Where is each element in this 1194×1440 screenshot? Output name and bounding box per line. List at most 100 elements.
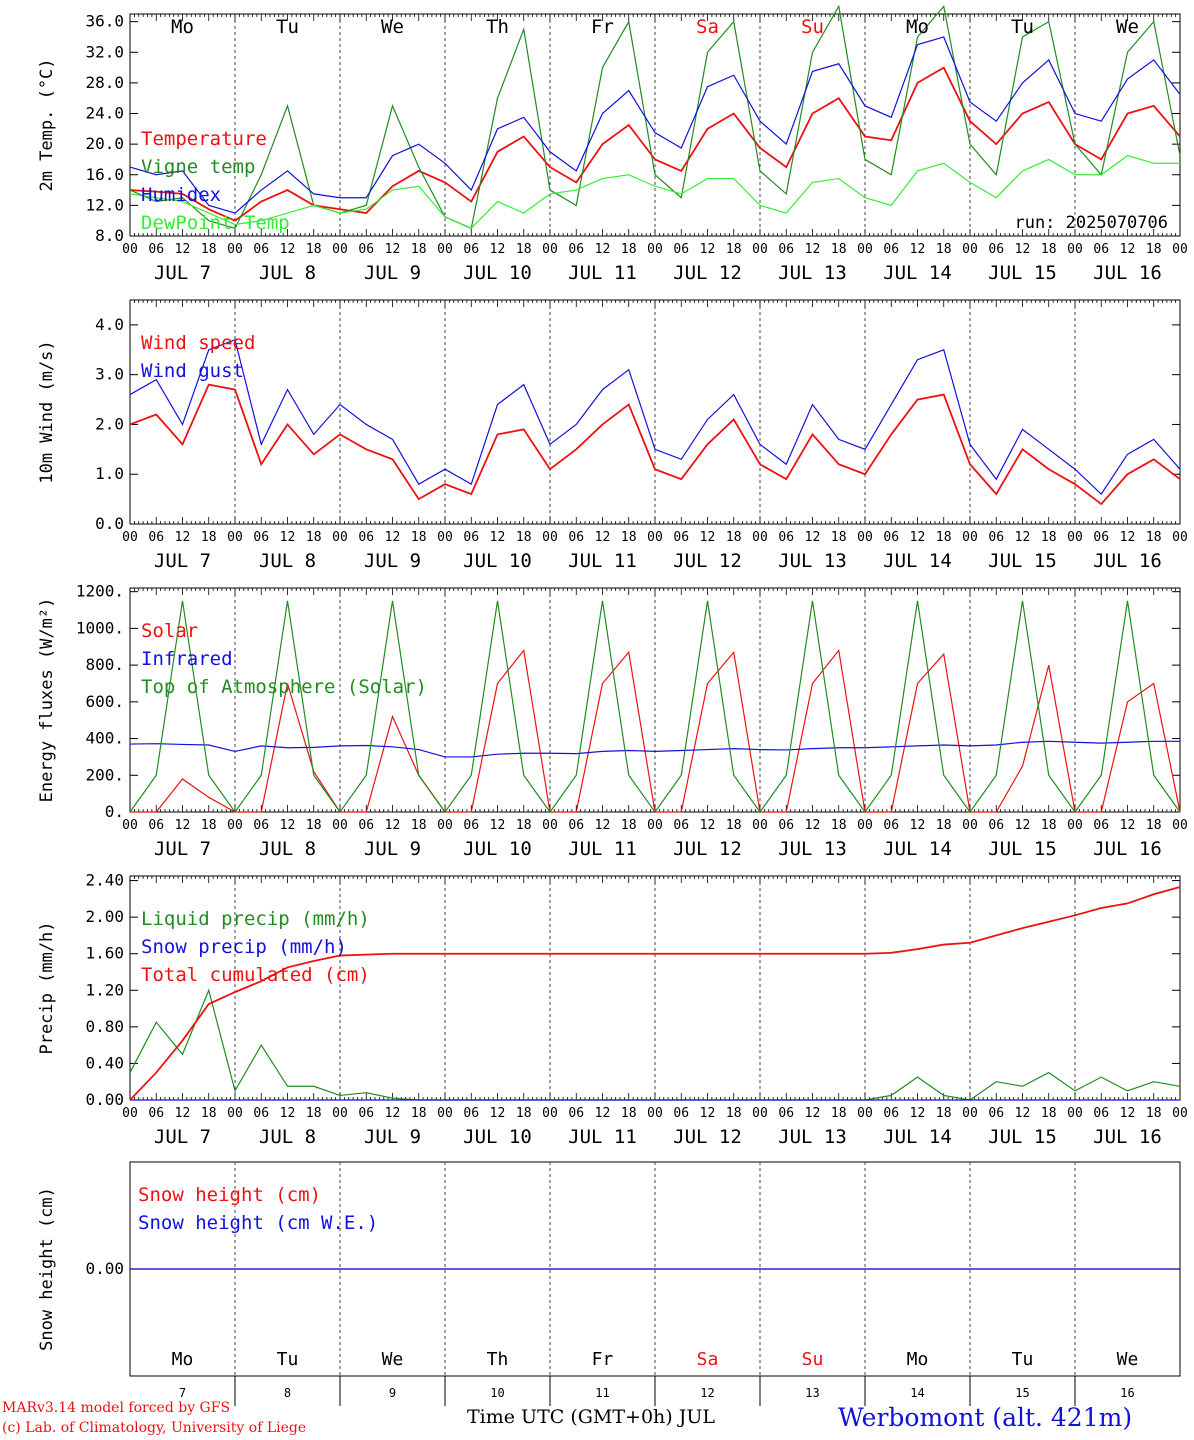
weekday-label: We — [1117, 1349, 1139, 1370]
hour-tick-label: 06 — [148, 242, 164, 257]
hour-tick-label: 00 — [647, 530, 663, 545]
hour-tick-label: 18 — [411, 818, 427, 833]
hour-tick-label: 18 — [1146, 242, 1162, 257]
lab-credit: (c) Lab. of Climatology, University of L… — [2, 1420, 307, 1436]
hour-tick-label: 06 — [673, 242, 689, 257]
y-tick-label: 0.00 — [85, 1259, 124, 1278]
date-label: JUL 15 — [988, 262, 1057, 284]
y-tick-label: 28.0 — [85, 73, 124, 92]
y-tick-label: 1000. — [76, 618, 124, 637]
hour-tick-label: 12 — [385, 530, 401, 545]
hour-tick-label: 18 — [306, 530, 322, 545]
day-number-label: 12 — [700, 1386, 714, 1400]
hour-tick-label: 12 — [280, 818, 296, 833]
panel-frame-2 — [129, 299, 1181, 525]
hour-tick-label: 00 — [122, 1106, 138, 1121]
hour-tick-label: 18 — [621, 818, 637, 833]
hour-tick-label: 00 — [332, 818, 348, 833]
y-tick-label: 0. — [105, 802, 124, 821]
hour-tick-label: 12 — [385, 1106, 401, 1121]
hour-tick-label: 12 — [1015, 530, 1031, 545]
hour-tick-label: 00 — [227, 818, 243, 833]
hour-tick-label: 12 — [490, 818, 506, 833]
date-label: JUL 13 — [778, 838, 847, 860]
hour-tick-label: 00 — [647, 818, 663, 833]
y-axis-title: 10m Wind (m/s) — [37, 340, 57, 483]
y-tick-label: 800. — [85, 655, 124, 674]
weekday-label: Fr — [592, 1349, 614, 1370]
series-line-wind-gust — [129, 339, 1181, 496]
hour-tick-label: 12 — [175, 1106, 191, 1121]
hour-tick-label: 12 — [175, 530, 191, 545]
date-label: JUL 13 — [778, 550, 847, 572]
hour-tick-label: 00 — [962, 242, 978, 257]
weekday-label: Mo — [171, 16, 194, 38]
hour-tick-label: 18 — [516, 818, 532, 833]
hour-tick-label: 18 — [1041, 530, 1057, 545]
y-tick-label: 36.0 — [85, 12, 124, 31]
day-number-label: 16 — [1120, 1386, 1134, 1400]
hour-tick-label: 12 — [700, 1106, 716, 1121]
hour-tick-label: 00 — [857, 242, 873, 257]
hour-tick-label: 00 — [1067, 242, 1083, 257]
weekday-label: We — [1116, 16, 1139, 38]
series-line-top-of-atmosphere-solar- — [129, 600, 1181, 814]
hour-tick-label: 06 — [673, 530, 689, 545]
y-tick-label: 8.0 — [95, 226, 124, 245]
hour-tick-label: 18 — [201, 530, 217, 545]
legend-entry: Snow height (cm W.E.) — [138, 1212, 378, 1234]
y-tick-label: 0.80 — [85, 1017, 124, 1036]
date-label: JUL 10 — [463, 1126, 532, 1148]
hour-tick-label: 12 — [490, 242, 506, 257]
date-label: JUL 14 — [883, 838, 952, 860]
hour-tick-label: 06 — [358, 530, 374, 545]
hour-tick-label: 00 — [1172, 530, 1188, 545]
hour-tick-label: 00 — [1067, 530, 1083, 545]
hour-tick-label: 06 — [358, 818, 374, 833]
hour-tick-label: 06 — [463, 818, 479, 833]
hour-tick-label: 06 — [883, 530, 899, 545]
hour-tick-label: 12 — [1015, 242, 1031, 257]
day-number-label: 7 — [179, 1386, 186, 1400]
date-label: JUL 10 — [463, 550, 532, 572]
hour-tick-label: 06 — [1093, 818, 1109, 833]
series-line-total-cumulated-cm- — [129, 886, 1181, 1101]
hour-tick-label: 12 — [280, 1106, 296, 1121]
hour-tick-label: 12 — [595, 242, 611, 257]
hour-tick-label: 00 — [542, 530, 558, 545]
date-label: JUL 15 — [988, 838, 1057, 860]
date-label: JUL 7 — [154, 838, 211, 860]
date-label: JUL 8 — [259, 1126, 316, 1148]
y-tick-label: 0.0 — [95, 514, 124, 533]
hour-tick-label: 18 — [936, 1106, 952, 1121]
date-label: JUL 11 — [568, 1126, 637, 1148]
hour-tick-label: 18 — [726, 1106, 742, 1121]
hour-tick-label: 00 — [752, 818, 768, 833]
hour-tick-label: 12 — [910, 1106, 926, 1121]
y-tick-label: 4.0 — [95, 315, 124, 334]
hour-tick-label: 18 — [831, 1106, 847, 1121]
hour-tick-label: 00 — [647, 242, 663, 257]
hour-tick-label: 06 — [1093, 1106, 1109, 1121]
weekday-label: Su — [801, 16, 824, 38]
hour-tick-label: 18 — [936, 530, 952, 545]
hour-tick-label: 06 — [148, 818, 164, 833]
hour-tick-label: 12 — [910, 242, 926, 257]
weekday-label: Tu — [1011, 16, 1034, 38]
y-axis-title: Snow height (cm) — [37, 1187, 57, 1351]
date-label: JUL 14 — [883, 550, 952, 572]
y-tick-label: 2.00 — [85, 907, 124, 926]
hour-tick-label: 18 — [411, 530, 427, 545]
hour-tick-label: 06 — [988, 818, 1004, 833]
hour-tick-label: 06 — [463, 1106, 479, 1121]
y-tick-label: 20.0 — [85, 134, 124, 153]
y-tick-label: 3.0 — [95, 365, 124, 384]
hour-tick-label: 06 — [1093, 242, 1109, 257]
date-label: JUL 9 — [364, 1126, 421, 1148]
hour-tick-label: 00 — [857, 530, 873, 545]
day-number-label: 13 — [805, 1386, 819, 1400]
hour-tick-label: 00 — [752, 530, 768, 545]
hour-tick-label: 12 — [490, 1106, 506, 1121]
weekday-label: We — [381, 16, 404, 38]
weekday-label: Mo — [172, 1349, 194, 1370]
